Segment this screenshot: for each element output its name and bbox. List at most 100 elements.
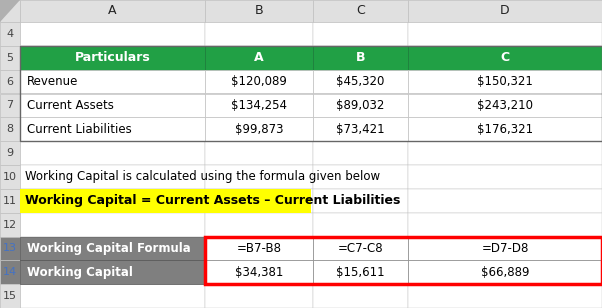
Bar	[313, 237, 408, 260]
Bar	[408, 260, 602, 284]
Text: Working Capital: Working Capital	[27, 266, 133, 279]
Bar	[0, 141, 20, 165]
Text: 5: 5	[7, 53, 13, 63]
Bar	[313, 46, 408, 70]
Bar	[20, 260, 205, 284]
Bar	[408, 141, 602, 165]
Bar	[313, 117, 408, 141]
Bar	[408, 70, 602, 94]
Bar	[205, 284, 313, 308]
Text: $176,321: $176,321	[477, 123, 533, 136]
Text: $66,889: $66,889	[481, 266, 529, 279]
Text: 7: 7	[7, 100, 14, 110]
Bar	[313, 141, 408, 165]
Text: B: B	[255, 5, 263, 18]
Bar	[313, 260, 408, 284]
Bar	[313, 260, 408, 284]
Bar	[20, 117, 205, 141]
Bar	[205, 165, 313, 189]
Bar	[408, 237, 602, 260]
Bar	[0, 237, 20, 260]
Bar	[20, 260, 205, 284]
Text: $99,873: $99,873	[235, 123, 284, 136]
Bar	[0, 22, 20, 46]
Bar	[20, 94, 205, 117]
Bar	[408, 22, 602, 46]
Bar	[408, 94, 602, 117]
Bar	[0, 46, 20, 70]
Polygon shape	[0, 0, 20, 22]
Bar	[20, 94, 205, 117]
Text: Working Capital is calculated using the formula given below: Working Capital is calculated using the …	[25, 170, 380, 184]
Bar	[408, 94, 602, 117]
Bar	[20, 70, 205, 94]
Bar	[20, 189, 205, 213]
Bar	[205, 94, 313, 117]
Bar	[20, 46, 602, 141]
Bar	[313, 94, 408, 117]
Text: =D7-D8: =D7-D8	[482, 242, 529, 255]
Text: 4: 4	[7, 29, 14, 39]
Bar	[20, 46, 205, 70]
Bar	[205, 141, 313, 165]
Bar	[313, 189, 408, 213]
Bar	[313, 237, 408, 260]
Bar	[0, 213, 20, 237]
Bar	[408, 70, 602, 94]
Text: Current Liabilities: Current Liabilities	[27, 123, 132, 136]
Text: Working Capital Formula: Working Capital Formula	[27, 242, 191, 255]
Text: 10: 10	[3, 172, 17, 182]
Bar	[205, 94, 313, 117]
Text: 11: 11	[3, 196, 17, 206]
Bar	[20, 237, 205, 260]
Bar	[0, 94, 20, 117]
Text: $73,421: $73,421	[336, 123, 385, 136]
Bar	[408, 117, 602, 141]
Bar	[205, 260, 313, 284]
Text: 12: 12	[3, 220, 17, 229]
Bar	[205, 189, 313, 213]
Bar	[20, 117, 205, 141]
Bar	[20, 70, 205, 94]
Bar	[205, 22, 313, 46]
Bar	[313, 70, 408, 94]
Bar	[408, 46, 602, 70]
Bar	[408, 189, 602, 213]
Bar	[20, 22, 205, 46]
Text: Current Assets: Current Assets	[27, 99, 114, 112]
Text: =C7-C8: =C7-C8	[338, 242, 383, 255]
Text: $134,254: $134,254	[231, 99, 287, 112]
Bar	[0, 70, 20, 94]
Bar	[20, 46, 205, 70]
Text: $45,320: $45,320	[337, 75, 385, 88]
Bar	[408, 284, 602, 308]
Bar	[205, 0, 313, 22]
Bar	[313, 22, 408, 46]
Text: Revenue: Revenue	[27, 75, 78, 88]
Text: 8: 8	[7, 124, 14, 134]
Bar	[205, 70, 313, 94]
Bar	[313, 0, 408, 22]
Bar	[313, 165, 408, 189]
Bar	[205, 117, 313, 141]
Bar	[205, 237, 313, 260]
Bar	[408, 165, 602, 189]
Bar	[313, 46, 408, 70]
Bar	[205, 237, 313, 260]
Bar	[20, 165, 205, 189]
Bar	[0, 260, 20, 284]
Bar	[0, 284, 20, 308]
Bar	[313, 70, 408, 94]
Bar	[20, 237, 205, 260]
Text: 13: 13	[3, 243, 17, 253]
Text: $150,321: $150,321	[477, 75, 533, 88]
Bar	[205, 117, 313, 141]
Text: $89,032: $89,032	[337, 99, 385, 112]
Bar	[205, 46, 313, 70]
Bar	[0, 117, 20, 141]
Bar	[20, 213, 205, 237]
Bar	[408, 260, 602, 284]
Text: A: A	[108, 5, 117, 18]
Text: $34,381: $34,381	[235, 266, 283, 279]
Bar	[408, 117, 602, 141]
